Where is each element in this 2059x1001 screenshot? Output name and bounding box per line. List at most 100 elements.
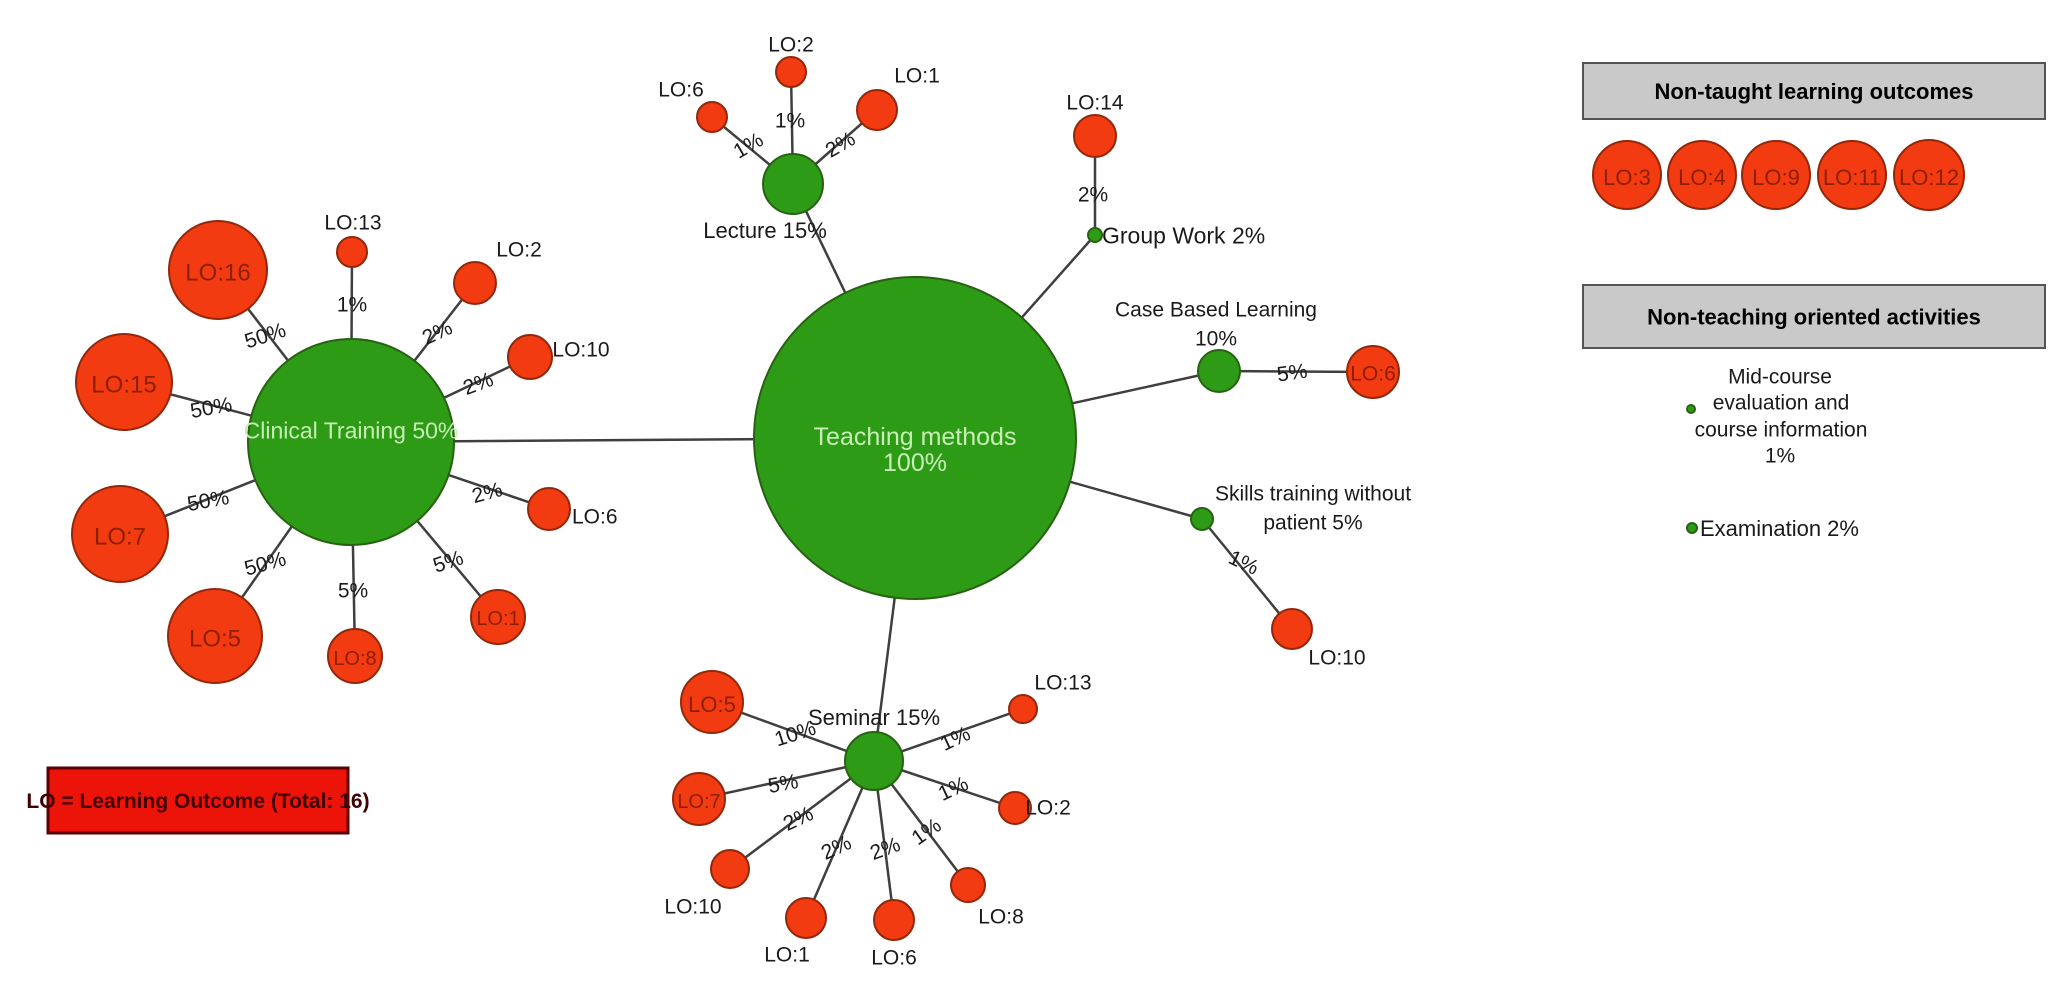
node-lo10-clinical: [507, 334, 553, 380]
label-lecture: Lecture 15%: [703, 218, 827, 243]
label-cbl-line2: 10%: [1195, 328, 1237, 351]
node-hub-case-based-learning: [1197, 349, 1241, 393]
label-mid-course-line4: 1%: [1765, 445, 1795, 468]
pct-cbl-lo6: 5%: [1276, 360, 1309, 387]
note-box-title: LO = Learning Outcome (Total: 16): [26, 790, 369, 813]
pct-seminar-lo1: 2%: [818, 831, 855, 865]
edge-skills-lo10: [1201, 518, 1293, 630]
label-lo14-group: LO:14: [1066, 92, 1124, 115]
node-hub-seminar: [844, 731, 904, 791]
label-lo13-seminar: LO:13: [1034, 672, 1091, 695]
node-hub-group-work: [1087, 227, 1103, 243]
pct-clinical-lo13: 1%: [337, 294, 367, 317]
node-lo2-clinical: [453, 261, 497, 305]
node-lo3-legend: [1592, 140, 1662, 210]
label-lo13-clinical: LO:13: [324, 212, 381, 235]
pct-clinical-lo15: 50%: [188, 393, 233, 423]
label-clinical-training: Clinical Training 50%: [244, 417, 459, 443]
node-lo1-clinical: [470, 589, 526, 645]
legend-header-non-teaching: [1582, 284, 2046, 349]
label-lo16-clinical: LO:16: [185, 260, 250, 287]
label-lo12-legend: LO:12: [1899, 165, 1959, 190]
node-hub-skills-training: [1190, 507, 1214, 531]
node-hub-lecture: [762, 153, 824, 215]
label-lo3-legend: LO:3: [1603, 165, 1651, 190]
node-lo13-clinical: [336, 236, 368, 268]
pct-clinical-lo16: 50%: [242, 319, 289, 354]
label-lo7-seminar: LO:7: [677, 791, 720, 813]
pct-clinical-lo7: 50%: [185, 486, 230, 516]
pct-clinical-lo5: 50%: [242, 547, 289, 580]
node-hub-teaching-methods: [753, 276, 1077, 600]
label-lo1-clinical: LO:1: [476, 608, 519, 630]
legend-header-non-teaching-title: Non-teaching oriented activities: [1647, 304, 1981, 329]
legend-header-non-taught: [1582, 62, 2046, 120]
label-lo2-clinical: LO:2: [496, 239, 542, 262]
label-lo10-skills: LO:10: [1308, 647, 1365, 670]
node-lo5-clinical: [167, 588, 263, 684]
label-teaching-methods-line2: 100%: [883, 449, 947, 477]
label-lo6-cbl: LO:6: [1350, 363, 1396, 386]
label-examination: Examination 2%: [1700, 516, 1859, 541]
node-lo1-lecture: [856, 89, 898, 131]
pct-clinical-lo6: 2%: [470, 478, 505, 508]
pct-seminar-lo2: 1%: [935, 772, 972, 806]
pct-skills-lo10: 1%: [1225, 546, 1262, 580]
node-lo1-seminar: [785, 897, 827, 939]
node-hub-clinical-training: [247, 338, 455, 546]
node-lo15-clinical: [75, 333, 173, 431]
node-lo10-seminar: [710, 849, 750, 889]
label-lo8-seminar: LO:8: [978, 906, 1024, 929]
label-lo5-seminar: LO:5: [688, 692, 736, 717]
node-lo5-seminar: [680, 670, 744, 734]
pct-clinical-lo10: 2%: [460, 368, 496, 400]
pct-seminar-lo6: 2%: [867, 833, 903, 865]
pct-lecture-lo2: 1%: [775, 110, 805, 133]
node-lo6-clinical: [527, 487, 571, 531]
node-lo6-cbl: [1346, 345, 1400, 399]
label-lo11-legend: LO:11: [1823, 165, 1881, 190]
node-dot-examination: [1686, 522, 1698, 534]
node-lo7-clinical: [71, 485, 169, 583]
node-lo11-legend: [1817, 140, 1887, 210]
pct-seminar-lo5: 10%: [772, 717, 819, 752]
label-mid-course-line2: evaluation and: [1713, 392, 1850, 415]
label-lo6-lecture: LO:6: [658, 79, 704, 102]
legend-header-non-taught-title: Non-taught learning outcomes: [1655, 79, 1974, 104]
node-lo8-seminar: [950, 867, 986, 903]
label-lo10-clinical: LO:10: [552, 339, 609, 362]
label-skills-line1: Skills training without: [1215, 483, 1411, 506]
node-lo10-skills: [1271, 608, 1313, 650]
label-lo2-lecture: LO:2: [768, 34, 814, 57]
label-lo15-clinical: LO:15: [91, 372, 156, 399]
label-lo8-clinical: LO:8: [333, 648, 376, 670]
node-lo6-seminar: [873, 899, 915, 941]
label-lo2-seminar: LO:2: [1025, 797, 1071, 820]
node-dot-mid-course: [1686, 404, 1696, 414]
node-lo4-legend: [1667, 140, 1737, 210]
label-cbl-line1: Case Based Learning: [1115, 299, 1317, 322]
node-lo9-legend: [1741, 140, 1811, 210]
label-teaching-methods-line1: Teaching methods: [814, 423, 1017, 451]
label-lo4-legend: LO:4: [1678, 165, 1726, 190]
label-mid-course-line1: Mid-course: [1728, 366, 1832, 389]
node-lo13-seminar: [1008, 694, 1038, 724]
node-lo16-clinical: [168, 220, 268, 320]
pct-seminar-lo7: 5%: [766, 770, 800, 798]
label-lo7-clinical: LO:7: [94, 524, 146, 551]
label-lo5-clinical: LO:5: [189, 626, 241, 653]
node-lo2-seminar: [998, 791, 1032, 825]
label-lo9-legend: LO:9: [1752, 165, 1800, 190]
pct-group-lo14: 2%: [1078, 184, 1108, 207]
label-seminar: Seminar 15%: [808, 705, 940, 730]
node-lo6-lecture: [696, 101, 728, 133]
label-lo6-clinical: LO:6: [572, 506, 618, 529]
pct-clinical-lo8: 5%: [338, 580, 368, 603]
pct-seminar-lo8: 1%: [908, 814, 946, 850]
label-lo10-seminar: LO:10: [664, 896, 721, 919]
label-lo1-lecture: LO:1: [894, 65, 940, 88]
label-lo1-seminar: LO:1: [764, 944, 810, 967]
label-group-work: Group Work 2%: [1102, 222, 1265, 248]
